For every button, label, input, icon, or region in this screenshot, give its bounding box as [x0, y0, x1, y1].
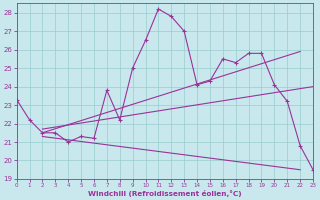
X-axis label: Windchill (Refroidissement éolien,°C): Windchill (Refroidissement éolien,°C) — [88, 190, 242, 197]
